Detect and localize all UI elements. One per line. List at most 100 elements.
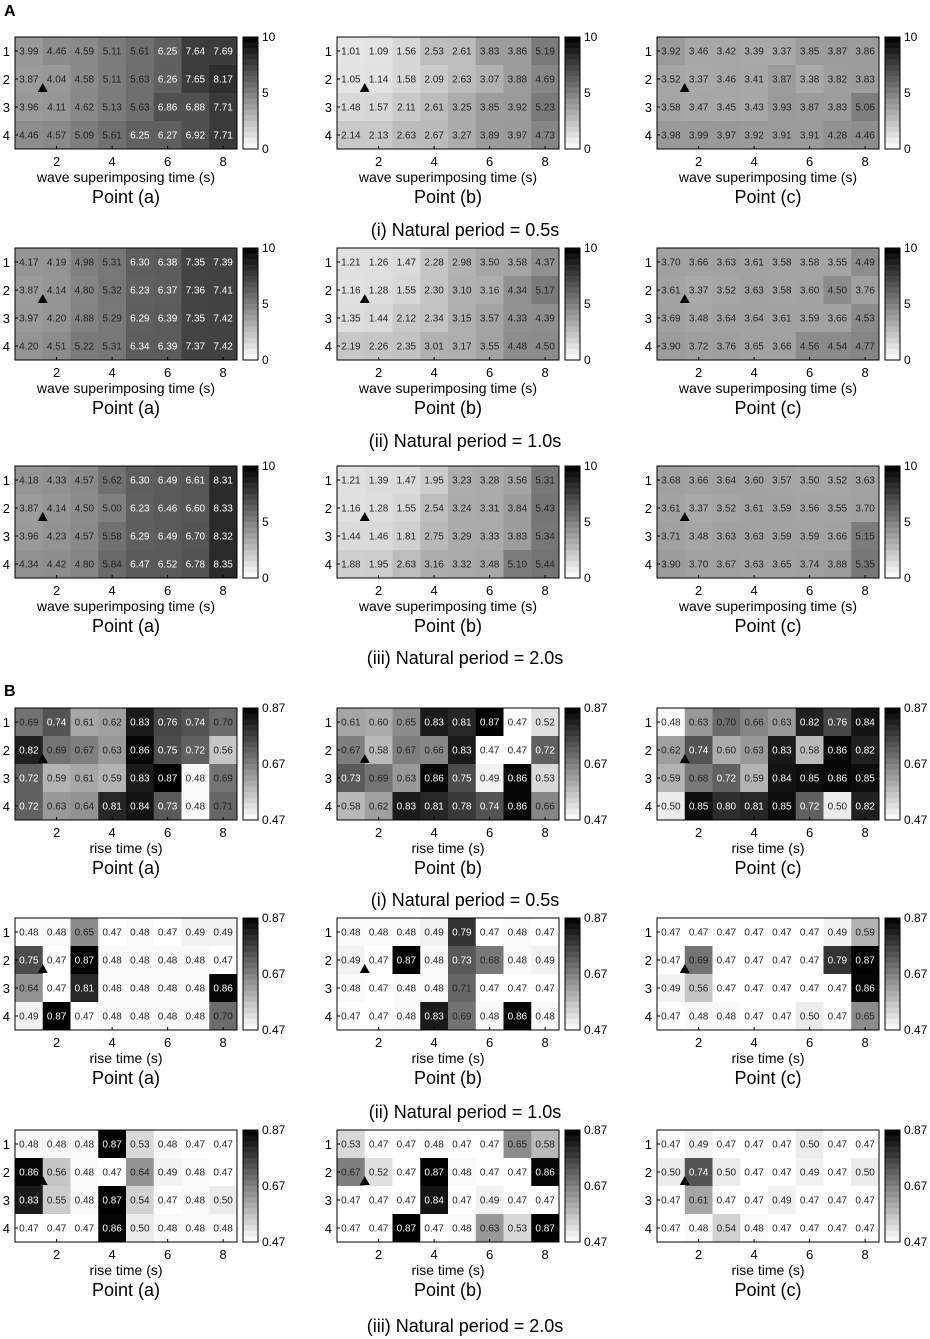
heatmap-cell (768, 276, 797, 305)
colorbar-tick-label: 0.87 (904, 911, 928, 925)
heatmap-cell (153, 1130, 182, 1159)
heatmap-cell (503, 708, 532, 737)
cell-value-label: 3.16 (424, 560, 444, 571)
heatmap-cell (209, 1002, 238, 1031)
heatmap-cell (475, 550, 504, 579)
heatmap-cell (823, 304, 852, 333)
heatmap-cell (70, 1130, 99, 1159)
cell-value-label: 0.47 (508, 1168, 528, 1179)
heatmap-cell (181, 37, 210, 66)
colorbar-step (885, 337, 900, 344)
heatmap-cell (475, 974, 504, 1003)
heatmap-panel: 0.48 0.48 0.65 0.47 0.48 0.47 0.49 0.490.75 0.47… (3, 911, 286, 1088)
heatmap-cell (740, 332, 769, 361)
heatmap-cell (181, 332, 210, 361)
cell-value-label: 0.49 (158, 1168, 178, 1179)
cell-value-label: 3.63 (744, 560, 764, 571)
cell-value-label: 4.39 (535, 314, 555, 325)
heatmap-cell (503, 946, 532, 975)
colorbar-step (565, 466, 580, 472)
colorbar-step (885, 48, 900, 55)
cell-value-label: 0.47 (535, 984, 555, 995)
y-tick-label: 3 (325, 100, 332, 115)
colorbar-step (885, 259, 900, 266)
heatmap-cell (209, 276, 238, 305)
cell-value-label: 3.83 (855, 75, 875, 86)
heatmap-cell (531, 918, 560, 947)
colorbar-step (565, 1236, 580, 1243)
heatmap-cell (70, 276, 99, 305)
cell-value-label: 0.70 (717, 718, 737, 729)
colorbar-tick-label: 0 (262, 142, 269, 156)
colorbar-step (565, 1018, 580, 1025)
x-tick-label: 8 (862, 365, 869, 380)
heatmap-cell (98, 736, 127, 765)
heatmap-cell (503, 764, 532, 793)
cell-value-label: 0.48 (130, 928, 150, 939)
heatmap-cell (420, 708, 449, 737)
heatmap-cell (209, 494, 238, 523)
cell-value-label: 3.90 (661, 560, 681, 571)
heatmap-cell (740, 918, 769, 947)
cell-value-label: 4.14 (47, 286, 67, 297)
cell-value-label: 3.69 (661, 314, 681, 325)
cell-value-label: 0.48 (19, 928, 39, 939)
colorbar-step (243, 1186, 258, 1192)
x-tick-label: 4 (109, 1035, 116, 1050)
heatmap-cell (15, 332, 44, 361)
colorbar-step (885, 253, 900, 260)
colorbar-step (565, 37, 580, 43)
colorbar-tick-label: 0.47 (904, 1023, 928, 1037)
x-tick-label: 4 (431, 154, 438, 169)
colorbar-tick-label: 0.87 (904, 701, 928, 715)
colorbar-tick-label: 0 (904, 353, 911, 367)
cell-value-label: 0.47 (480, 1168, 500, 1179)
colorbar-step (885, 923, 900, 930)
colorbar-step (565, 292, 580, 299)
heatmap-cell (337, 1158, 366, 1187)
heatmap-cell (209, 974, 238, 1003)
heatmap-cell (851, 550, 880, 579)
cell-value-label: 0.48 (47, 928, 67, 939)
cell-value-label: 0.74 (689, 746, 709, 757)
y-tick-label: 1 (3, 1137, 10, 1152)
heatmap-cell (42, 93, 71, 122)
colorbar-step (885, 287, 900, 294)
heatmap-cell (657, 93, 686, 122)
colorbar-step (565, 1146, 580, 1153)
point-label: Point (b) (414, 616, 482, 636)
heatmap-cell (768, 1186, 797, 1215)
cell-value-label: 0.83 (397, 802, 417, 813)
heatmap-cell (768, 1002, 797, 1031)
plot-frame (14, 36, 238, 150)
cell-value-label: 0.75 (452, 774, 472, 785)
colorbar-step (885, 797, 900, 804)
colorbar-step (565, 979, 580, 986)
heatmap-cell (531, 792, 560, 821)
colorbar-step (243, 93, 258, 99)
cell-value-label: 5.29 (102, 314, 122, 325)
cell-value-label: 0.47 (828, 1140, 848, 1151)
cell-value-label: 3.41 (744, 75, 764, 86)
heatmap-cell (337, 93, 366, 122)
colorbar-tick-label: 0.47 (584, 1023, 608, 1037)
heatmap-cell (475, 1186, 504, 1215)
heatmap-cell (42, 466, 71, 495)
colorbar-step (565, 48, 580, 55)
colorbar-step (243, 1002, 258, 1008)
colorbar-step (565, 137, 580, 144)
colorbar-step (885, 65, 900, 71)
heatmap-cell (475, 304, 504, 333)
cell-value-label: 6.34 (130, 342, 150, 353)
cell-value-label: 4.49 (855, 258, 875, 269)
cell-value-label: 0.49 (424, 928, 444, 939)
marker-triangle (679, 294, 690, 303)
colorbar-step (885, 1174, 900, 1181)
colorbar-step (243, 544, 258, 551)
heatmap-cell (181, 792, 210, 821)
cell-value-label: 3.60 (744, 476, 764, 487)
heatmap-cell (364, 332, 393, 361)
colorbar-step (565, 253, 580, 260)
colorbar-tick-label: 0.87 (584, 911, 608, 925)
colorbar-tick-label: 0.87 (904, 1123, 928, 1137)
